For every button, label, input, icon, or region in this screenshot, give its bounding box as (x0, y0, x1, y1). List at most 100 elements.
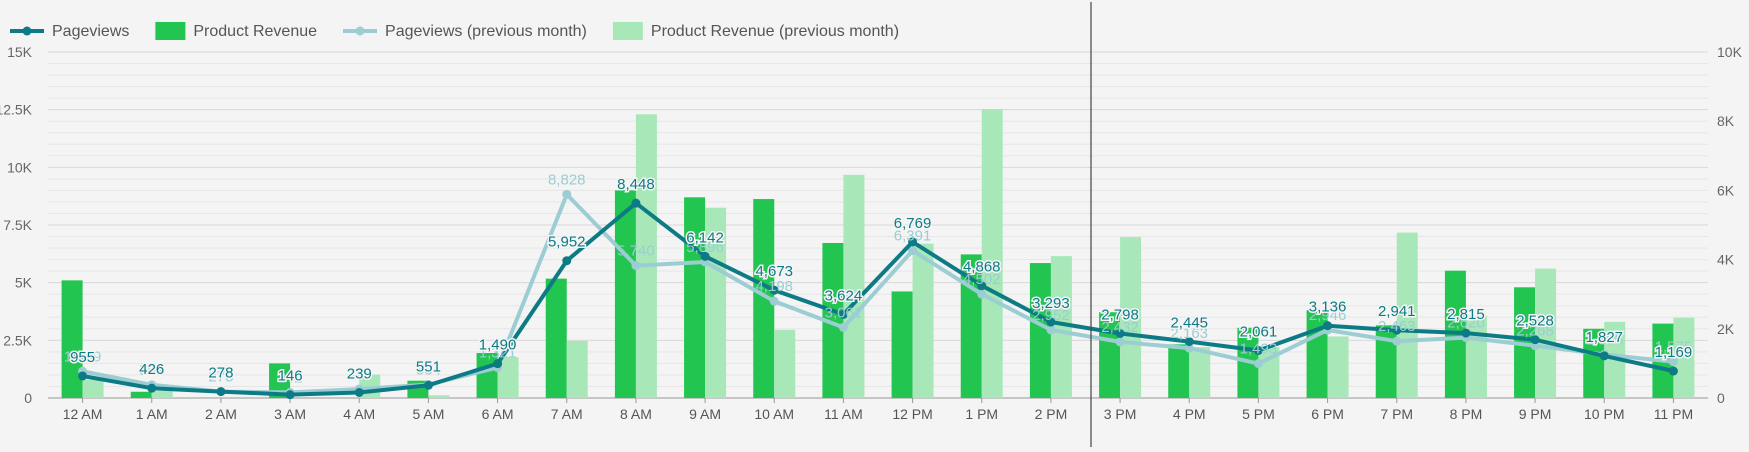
line-point (838, 322, 848, 332)
line-point (1599, 351, 1609, 361)
data-label: 239 (347, 365, 372, 382)
bar (1396, 232, 1418, 398)
data-label: 2,061 (1240, 323, 1278, 340)
line-point (493, 359, 503, 369)
line-point (562, 256, 572, 266)
line-point (1461, 328, 1471, 338)
line-point (1668, 366, 1678, 376)
data-label: 955 (70, 349, 95, 366)
legend-point-swatch (355, 26, 365, 36)
x-axis-tick-label: 10 PM (1584, 406, 1624, 422)
line-point (1115, 337, 1125, 347)
line-point (1253, 359, 1263, 369)
bar (1050, 256, 1072, 398)
right-axis-tick-label: 8K (1717, 113, 1735, 129)
legend[interactable]: Pageviews Product Revenue Pageviews (previ… (10, 22, 899, 40)
bar (1120, 237, 1142, 398)
line-point (977, 289, 987, 299)
axes: 0 2.5K 5K 7.5K 10K 12.5K 15K 0 2K 4K 6K 8K 10K 12 AM 1… (0, 44, 1743, 422)
bar (82, 379, 104, 398)
data-label: 5,896 (686, 239, 724, 256)
data-label: 1,490 (479, 337, 517, 354)
x-axis-tick-label: 11 PM (1654, 406, 1693, 422)
x-axis-tick-label: 4 AM (343, 406, 375, 422)
data-label: 2,941 (1378, 303, 1416, 320)
x-axis-tick-label: 9 PM (1519, 406, 1552, 422)
data-label: 567 (139, 362, 164, 379)
left-axis-tick-label: 5K (15, 275, 33, 291)
line-point (769, 285, 779, 295)
data-label: 5,952 (548, 234, 586, 251)
right-axis-tick-label: 2K (1717, 321, 1735, 337)
series-line (80, 192, 1676, 395)
bar (1375, 325, 1397, 398)
data-label: 146 (278, 368, 303, 385)
data-label: 5,740 (617, 243, 655, 260)
bar (981, 109, 1003, 398)
data-label: 2,620 (1447, 315, 1485, 332)
data-label: 2,798 (1101, 306, 1139, 323)
bar (912, 243, 934, 398)
data-label: 4,673 (755, 263, 793, 280)
x-axis-tick-label: 6 AM (482, 406, 514, 422)
line-point (562, 189, 572, 199)
left-axis-tick-label: 0 (24, 390, 32, 406)
bar (774, 329, 796, 398)
bar (635, 114, 657, 398)
left-axis-tick-label: 7.5K (3, 217, 32, 233)
data-label: 2,432 (1101, 319, 1139, 336)
line-point (1323, 321, 1333, 331)
right-axis-tick-label: 10K (1717, 44, 1743, 60)
data-label: 8,828 (548, 171, 586, 188)
x-axis-tick-label: 10 AM (754, 406, 794, 422)
x-axis-tick-label: 11 AM (824, 406, 863, 422)
bar (1189, 347, 1211, 398)
line-point (354, 387, 364, 397)
legend-bar-swatch (155, 22, 186, 40)
data-label: 551 (416, 358, 441, 375)
data-label: 4,868 (963, 259, 1001, 276)
right-axis-tick-label: 6K (1717, 182, 1735, 198)
data-label: 3,136 (1309, 299, 1347, 316)
left-axis-tick-label: 12.5K (0, 102, 33, 118)
bar (545, 278, 567, 398)
line-point (1392, 325, 1402, 335)
x-axis-tick-label: 3 AM (274, 406, 306, 422)
data-label: 1,575 (1655, 339, 1693, 356)
data-label: 3,293 (1032, 295, 1070, 312)
data-label: 2,268 (1516, 323, 1554, 340)
bar (151, 391, 173, 398)
bar (497, 357, 519, 398)
bar (614, 190, 636, 398)
x-axis-tick-label: 7 PM (1380, 406, 1413, 422)
bar (753, 199, 775, 398)
x-axis-tick-label: 8 PM (1450, 406, 1483, 422)
line-point (838, 309, 848, 319)
data-label: 1,321 (479, 345, 517, 362)
line-point (977, 281, 987, 291)
bar (566, 340, 588, 398)
bar (1168, 344, 1190, 398)
left-axis-tick-label: 2.5K (3, 332, 32, 348)
x-axis-tick-label: 12 AM (63, 406, 103, 422)
line-point (1392, 336, 1402, 346)
legend-label: Pageviews (previous month) (385, 23, 587, 40)
data-label: 278 (208, 369, 233, 386)
bar (822, 242, 844, 398)
line-point (1115, 328, 1125, 338)
legend-point-swatch (22, 26, 32, 36)
data-label: 386 (347, 366, 372, 383)
data-label: 2,528 (1516, 313, 1554, 330)
line-point (1184, 337, 1194, 347)
line-point (1253, 345, 1263, 355)
line-point (1046, 325, 1056, 335)
bar (428, 395, 450, 398)
line-point (147, 383, 157, 393)
data-label: 2,463 (1378, 318, 1416, 335)
bar (1327, 336, 1349, 398)
x-axis-tick-label: 2 PM (1035, 406, 1068, 422)
line-point (1530, 335, 1540, 345)
right-axis-tick-label: 0 (1717, 390, 1725, 406)
bar (130, 391, 152, 398)
